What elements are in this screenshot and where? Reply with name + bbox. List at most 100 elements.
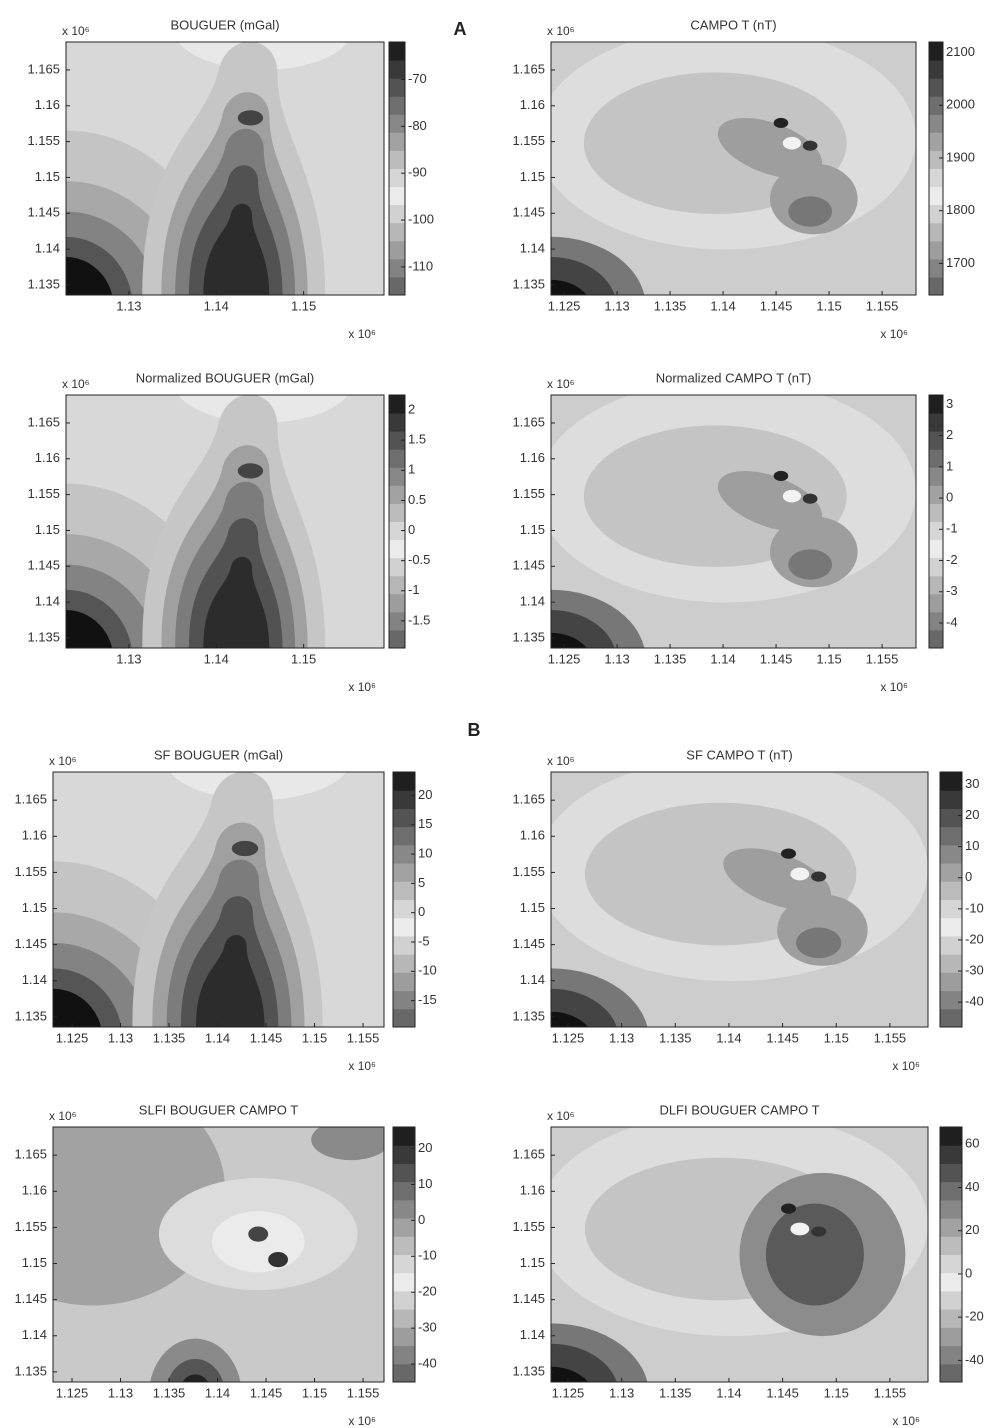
- plot-frame: [550, 1126, 929, 1383]
- y-tick-label: 1.155: [27, 133, 60, 148]
- colorbar-tick-label: -40: [965, 1352, 984, 1367]
- contour-region: [723, 848, 832, 910]
- colorbar-band: [940, 881, 962, 900]
- x-tick-label: 1.14: [204, 298, 229, 313]
- contour-region: [773, 470, 789, 482]
- colorbar-band: [929, 503, 943, 522]
- colorbar-tick-label: -40: [418, 1355, 437, 1370]
- colorbar-band: [940, 1181, 962, 1201]
- colorbar-band: [393, 1309, 415, 1328]
- colorbar-band: [389, 276, 405, 296]
- colorbar-tick-label: 60: [965, 1136, 979, 1151]
- colorbar-tick-label: -1.5: [408, 612, 430, 627]
- colorbar-tick-label: 2000: [946, 97, 975, 112]
- colorbar-band: [929, 521, 943, 541]
- colorbar-band: [929, 186, 943, 206]
- contour-region: [182, 1374, 209, 1382]
- colorbar-tick-label: 0: [408, 522, 415, 537]
- contour-region: [195, 935, 265, 1027]
- colorbar-band: [389, 168, 405, 188]
- x-tick-label: 1.15: [824, 1385, 849, 1400]
- colorbar-tick-label: -1: [408, 582, 420, 597]
- plot-frame: [52, 1126, 385, 1383]
- colorbar-band: [393, 1363, 415, 1383]
- colorbar-band: [940, 772, 962, 791]
- colorbar-tick-label: -2: [946, 552, 958, 567]
- colorbar-tick-label: 15: [418, 816, 432, 831]
- colorbar-band: [940, 1290, 962, 1310]
- x-tick-label: 1.13: [116, 651, 141, 666]
- colorbar-band: [940, 1145, 962, 1164]
- x-multiplier: x 10⁶: [880, 680, 908, 694]
- colorbar-band: [389, 629, 405, 649]
- x-tick-label: 1.13: [604, 298, 629, 313]
- colorbar-band: [389, 485, 405, 504]
- colorbar-band: [393, 1127, 415, 1146]
- colorbar-band: [393, 1236, 415, 1255]
- y-tick-label: 1.155: [512, 864, 545, 879]
- contour-field: [53, 772, 384, 1027]
- colorbar-tick-label: 1: [946, 458, 953, 473]
- y-tick-label: 1.14: [520, 972, 545, 987]
- colorbar-band: [940, 826, 962, 846]
- y-tick-label: 1.155: [27, 486, 60, 501]
- x-tick-label: 1.15: [824, 1030, 849, 1045]
- contour-region: [203, 556, 270, 648]
- colorbar-tick-label: 0: [965, 1265, 972, 1280]
- chart-title: SLFI BOUGUER CAMPO T: [139, 1102, 298, 1117]
- colorbar-band: [389, 222, 405, 242]
- x-tick-label: 1.125: [56, 1385, 89, 1400]
- colorbar-band: [393, 1218, 415, 1237]
- y-tick-label: 1.135: [14, 1363, 47, 1378]
- contour-region: [765, 1203, 864, 1306]
- colorbar-tick-label: -20: [965, 931, 984, 946]
- colorbar-band: [393, 808, 415, 828]
- plot-frame: [550, 41, 917, 296]
- y-tick-label: 1.14: [35, 594, 60, 609]
- y-tick-label: 1.14: [22, 972, 47, 987]
- contour-region: [796, 927, 842, 959]
- y-tick-label: 1.14: [520, 594, 545, 609]
- colorbar-band: [929, 395, 943, 414]
- y-tick-label: 1.16: [35, 450, 60, 465]
- colorbar-band: [940, 1309, 962, 1328]
- colorbar-tick-label: -100: [408, 211, 434, 226]
- colorbar-band: [393, 1290, 415, 1310]
- y-tick-label: 1.165: [512, 792, 545, 807]
- colorbar-band: [393, 1345, 415, 1365]
- y-tick-label: 1.14: [22, 1327, 47, 1342]
- x-tick-label: 1.13: [108, 1385, 133, 1400]
- colorbar-band: [929, 413, 943, 432]
- colorbar-band: [393, 1199, 415, 1219]
- y-tick-label: 1.155: [512, 486, 545, 501]
- colorbar-band: [393, 844, 415, 864]
- x-tick-label: 1.15: [816, 651, 841, 666]
- colorbar-tick-label: -10: [418, 963, 437, 978]
- colorbar-band: [389, 132, 405, 151]
- y-tick-label: 1.135: [512, 629, 545, 644]
- x-multiplier: x 10⁶: [348, 680, 376, 694]
- x-multiplier: x 10⁶: [348, 327, 376, 341]
- y-multiplier: x 10⁶: [49, 1109, 77, 1123]
- y-tick-label: 1.135: [512, 1363, 545, 1378]
- colorbar-frame: [392, 771, 416, 1028]
- colorbar-band: [940, 1008, 962, 1028]
- x-tick-label: 1.145: [250, 1030, 283, 1045]
- colorbar-band: [940, 990, 962, 1010]
- x-tick-label: 1.13: [609, 1030, 634, 1045]
- colorbar-tick-label: 20: [418, 787, 432, 802]
- contour-region: [66, 610, 113, 648]
- colorbar-band: [929, 240, 943, 260]
- contour-region: [551, 632, 587, 648]
- x-tick-label: 1.135: [153, 1030, 186, 1045]
- colorbar-band: [940, 1127, 962, 1146]
- colorbar-frame: [388, 394, 406, 649]
- colorbar-band: [940, 1163, 962, 1183]
- colorbar-band: [929, 449, 943, 468]
- y-tick-label: 1.14: [35, 241, 60, 256]
- y-tick-label: 1.135: [14, 1008, 47, 1023]
- contour-region: [811, 871, 827, 882]
- y-tick-label: 1.145: [512, 558, 545, 573]
- colorbar-band: [389, 395, 405, 414]
- contour-region: [66, 257, 113, 295]
